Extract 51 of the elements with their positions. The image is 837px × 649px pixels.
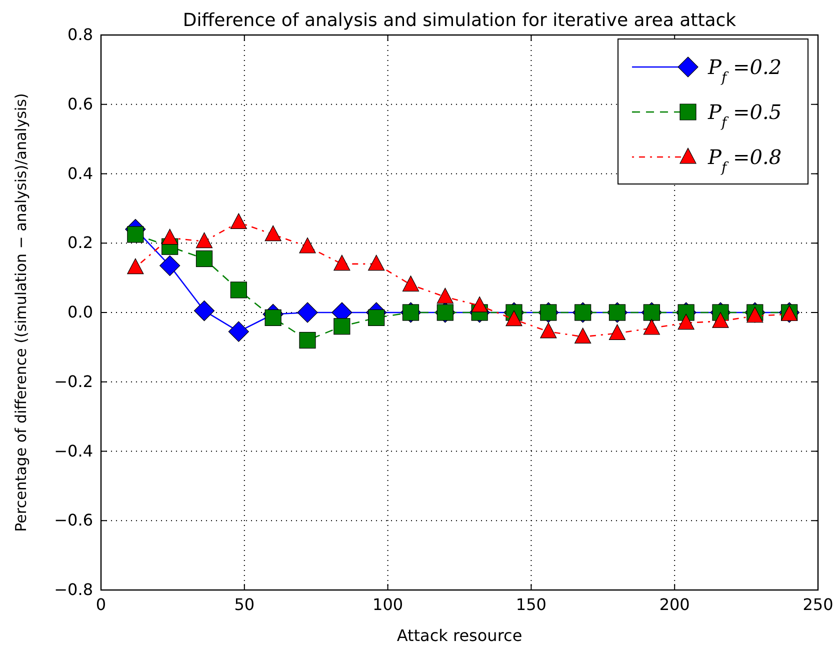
y-tick-label: 0.8 [68,25,93,44]
x-tick-label: 150 [516,595,546,614]
x-tick-label: 0 [96,595,106,614]
y-tick-label: −0.8 [54,580,93,599]
point [297,302,318,323]
legend-label: P$_{f}$ =0.8 [707,145,782,176]
point [436,304,454,321]
point [127,258,144,274]
point [194,300,215,322]
y-tick-label: 0.2 [68,233,93,252]
point [299,332,316,349]
y-axis-title: Percentage of difference ((simulation − analysis)/analysis) [12,93,30,532]
point [299,237,316,254]
point [471,296,488,312]
point [608,324,626,340]
point [678,314,694,330]
point [160,255,180,276]
x-axis-title: Attack resource [396,626,522,645]
y-tick-label: 0.6 [68,94,93,114]
point [196,232,213,248]
point [334,254,350,271]
point [506,310,522,326]
y-tick-label: 0.0 [68,302,93,322]
x-tick-label: 100 [372,595,404,614]
y-tick-label: 0.4 [68,164,93,183]
x-tick-label: 50 [234,595,255,614]
point [162,228,178,245]
y-tick-label: −0.4 [54,441,93,460]
chart-title: Difference of analysis and simulation for iterative area attack [182,10,737,31]
point [228,321,249,342]
point [540,322,557,338]
point [264,225,282,242]
point [436,288,454,304]
point [196,250,213,268]
x-tick-label: 200 [659,595,690,614]
legend-label: P$_{f}$ =0.5 [707,100,782,131]
legend-label: P$_{f}$ =0.2 [707,55,782,86]
point [368,309,385,326]
point [127,226,144,243]
point [368,254,385,271]
point [264,309,282,326]
x-tick-label: 250 [802,595,834,614]
point [334,318,350,335]
point [574,328,592,344]
point [230,282,247,298]
y-tick-label: −0.2 [54,372,93,391]
point [402,276,420,292]
point [712,312,729,328]
y-tick-label: −0.6 [54,510,93,530]
point [643,319,660,335]
point [230,213,247,230]
